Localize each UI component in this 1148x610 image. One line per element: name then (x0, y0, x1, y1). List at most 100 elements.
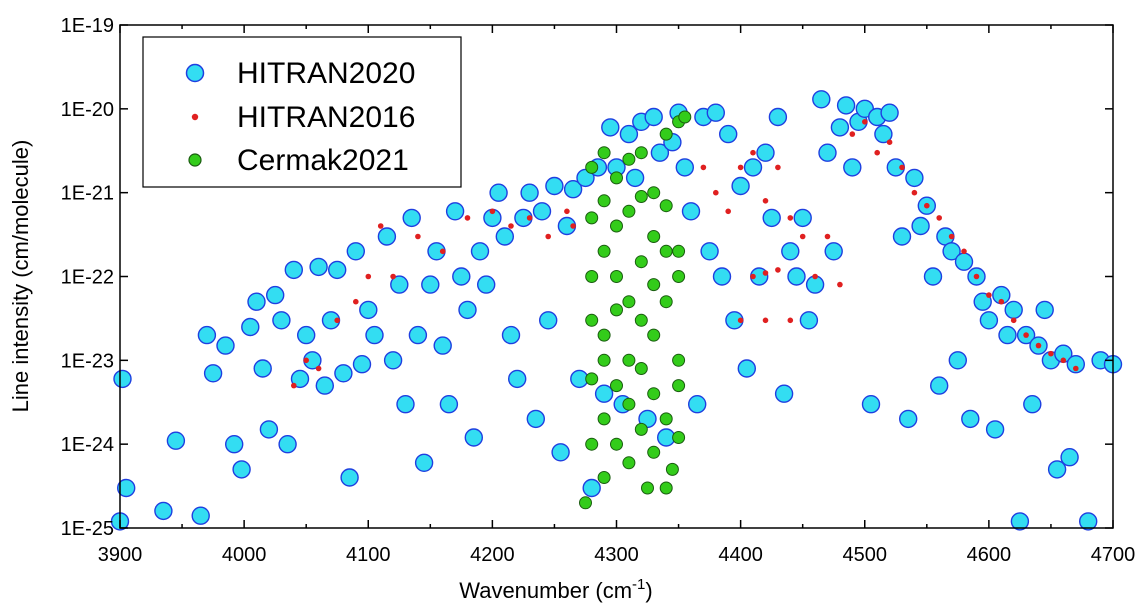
point-cermak2021-37 (634, 362, 648, 375)
point-cermak2021-20 (622, 295, 636, 309)
point-hitran2020-137 (1023, 395, 1042, 414)
point-cermak2021-3 (622, 152, 636, 166)
x-tick-label-6: 4500 (843, 544, 888, 566)
point-hitran2020-26 (334, 364, 353, 383)
point-hitran2020-51 (489, 183, 508, 202)
point-hitran2020-124 (942, 242, 961, 261)
point-hitran2016-40 (986, 292, 992, 298)
point-hitran2020-11 (241, 317, 260, 337)
point-hitran2020-19 (290, 369, 310, 389)
point-hitran2020-56 (520, 183, 539, 202)
point-hitran2020-130 (979, 311, 999, 330)
point-hitran2020-14 (259, 420, 279, 439)
point-cermak2021-0 (585, 160, 599, 174)
point-hitran2020-131 (985, 420, 1005, 439)
point-hitran2020-118 (905, 168, 924, 188)
point-hitran2016-38 (961, 248, 967, 255)
point-hitran2020-119 (911, 216, 930, 236)
point-hitran2020-40 (421, 275, 440, 294)
point-hitran2020-86 (706, 103, 725, 122)
point-hitran2016-0 (291, 382, 297, 389)
point-hitran2016-13 (526, 215, 533, 221)
point-hitran2020-25 (328, 260, 347, 280)
point-hitran2020-116 (892, 227, 912, 246)
point-hitran2016-45 (1048, 350, 1054, 357)
point-cermak2021-15 (659, 199, 673, 213)
point-hitran2016-1 (303, 357, 310, 364)
point-cermak2021-10 (597, 194, 611, 208)
point-hitran2020-13 (253, 359, 272, 378)
point-hitran2020-139 (1035, 300, 1054, 320)
point-hitran2016-37 (948, 233, 955, 240)
point-hitran2016-20 (737, 164, 744, 171)
legend: HITRAN2020 HITRAN2016 Cermak2021 (142, 36, 462, 188)
point-hitran2016-8 (415, 233, 421, 240)
point-hitran2016-44 (1035, 342, 1042, 349)
point-hitran2020-9 (224, 435, 244, 454)
point-hitran2020-113 (874, 124, 893, 144)
point-hitran2020-52 (495, 227, 514, 246)
point-hitran2020-33 (377, 227, 397, 246)
point-hitran2016-12 (508, 223, 514, 229)
point-hitran2016-30 (862, 119, 868, 125)
point-hitran2020-36 (396, 395, 415, 414)
point-hitran2020-28 (346, 242, 365, 261)
point-cermak2021-39 (659, 412, 673, 426)
point-hitran2016-24 (787, 215, 794, 221)
point-hitran2020-44 (445, 202, 465, 221)
point-hitran2020-76 (644, 107, 663, 127)
point-hitran2016-11 (489, 208, 496, 215)
point-cermak2021-42 (597, 412, 611, 426)
point-hitran2020-63 (563, 179, 583, 199)
point-hitran2020-12 (247, 292, 266, 311)
point-cermak2021-13 (634, 190, 648, 203)
point-hitran2020-7 (203, 364, 223, 383)
point-cermak2021-21 (634, 255, 648, 269)
point-cermak2021-25 (585, 313, 599, 327)
point-hitran2016-31 (874, 149, 880, 156)
x-tick-label-3: 4200 (470, 544, 515, 566)
point-hitran2020-61 (551, 443, 570, 462)
point-hitran2020-42 (433, 336, 452, 355)
x-tick-label-1: 4000 (222, 544, 267, 566)
point-hitran2020-65 (576, 168, 595, 188)
point-hitran2020-5 (191, 506, 210, 525)
point-hitran2020-10 (232, 460, 251, 479)
point-hitran2020-95 (762, 208, 781, 228)
point-cermak2021-43 (610, 437, 623, 451)
point-hitran2016-39 (973, 273, 980, 280)
point-hitran2020-37 (402, 208, 421, 228)
point-hitran2020-88 (719, 124, 738, 144)
point-hitran2016-28 (837, 281, 843, 288)
point-hitran2020-69 (601, 118, 620, 137)
point-hitran2020-106 (830, 118, 850, 137)
point-hitran2016-51 (737, 317, 744, 324)
y-axis-title: Line intensity (cm/molecule) (8, 140, 33, 413)
point-cermak2021-6 (659, 127, 673, 141)
point-hitran2020-54 (508, 369, 527, 389)
point-hitran2020-97 (774, 384, 794, 403)
x-tick-label-8: 4700 (1091, 544, 1136, 566)
point-hitran2016-23 (775, 164, 781, 171)
point-hitran2020-121 (923, 267, 943, 286)
point-hitran2016-49 (762, 270, 769, 276)
legend-label-cermak2021: Cermak2021 (237, 144, 409, 177)
point-hitran2020-29 (352, 355, 372, 374)
x-tick-label-7: 4600 (967, 544, 1012, 566)
point-hitran2020-85 (700, 242, 719, 261)
point-hitran2020-20 (297, 325, 316, 345)
point-hitran2016-34 (911, 189, 918, 196)
point-hitran2020-77 (650, 143, 670, 162)
point-hitran2016-33 (899, 164, 905, 171)
point-cermak2021-26 (597, 328, 611, 342)
point-hitran2016-32 (886, 139, 893, 145)
point-hitran2020-134 (1004, 300, 1023, 320)
point-hitran2020-127 (961, 409, 980, 429)
point-hitran2020-117 (899, 409, 918, 429)
point-hitran2016-25 (799, 233, 806, 240)
point-hitran2020-73 (625, 168, 645, 188)
point-hitran2020-3 (166, 431, 186, 450)
point-cermak2021-45 (634, 422, 648, 436)
point-hitran2016-16 (570, 223, 576, 229)
point-hitran2020-2 (113, 369, 132, 389)
